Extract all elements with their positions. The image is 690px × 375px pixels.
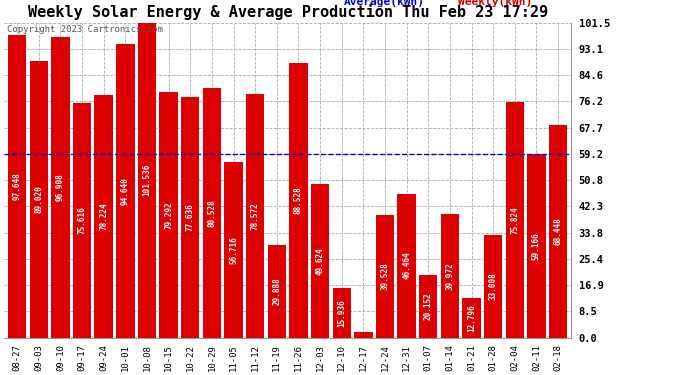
Text: 88.528: 88.528	[294, 186, 303, 214]
Bar	[268, 245, 286, 338]
Bar	[246, 94, 264, 338]
Bar	[419, 275, 437, 338]
Bar	[549, 125, 567, 338]
Bar	[333, 288, 351, 338]
Text: 80.528: 80.528	[208, 199, 217, 226]
Bar	[506, 102, 524, 338]
Bar	[376, 215, 394, 338]
Bar	[51, 37, 70, 338]
Bar	[73, 103, 91, 338]
Text: 56.716: 56.716	[229, 236, 238, 264]
Bar	[159, 92, 178, 338]
Text: 49.624: 49.624	[315, 247, 324, 274]
Text: 29.888: 29.888	[273, 278, 282, 305]
Bar	[8, 34, 26, 338]
Text: 33.008: 33.008	[489, 273, 497, 300]
Text: 101.536: 101.536	[142, 164, 152, 196]
Bar	[354, 332, 373, 338]
Text: 39.528: 39.528	[380, 262, 389, 290]
Text: 94.640: 94.640	[121, 177, 130, 205]
Text: 20.152: 20.152	[424, 292, 433, 320]
Text: Average(kWh): Average(kWh)	[344, 0, 425, 8]
Text: 39.972: 39.972	[445, 262, 455, 290]
Text: 96.908: 96.908	[56, 174, 65, 201]
Bar	[30, 62, 48, 338]
Title: Weekly Solar Energy & Average Production Thu Feb 23 17:29: Weekly Solar Energy & Average Production…	[28, 4, 548, 20]
Text: 68.448: 68.448	[553, 217, 562, 245]
Bar	[181, 97, 199, 338]
Text: 75.824: 75.824	[511, 206, 520, 234]
Text: 78.224: 78.224	[99, 202, 108, 230]
Bar	[203, 88, 221, 338]
Text: 46.464: 46.464	[402, 252, 411, 279]
Bar	[95, 95, 113, 338]
Bar	[527, 154, 546, 338]
Bar	[116, 44, 135, 338]
Bar	[138, 22, 156, 338]
Bar	[484, 235, 502, 338]
Text: Weekly(kWh): Weekly(kWh)	[457, 0, 532, 8]
Bar	[311, 184, 329, 338]
Text: 89.020: 89.020	[34, 186, 43, 213]
Text: 97.648: 97.648	[12, 172, 21, 200]
Text: 77.636: 77.636	[186, 203, 195, 231]
Bar	[462, 298, 481, 338]
Text: 79.292: 79.292	[164, 201, 173, 228]
Bar	[224, 162, 243, 338]
Bar	[441, 214, 459, 338]
Bar	[397, 194, 416, 338]
Text: 59.166: 59.166	[532, 232, 541, 260]
Text: 12.796: 12.796	[467, 304, 476, 332]
Text: 78.572: 78.572	[250, 202, 259, 229]
Text: 75.616: 75.616	[77, 207, 86, 234]
Text: Copyright 2023 Cartronics.com: Copyright 2023 Cartronics.com	[7, 25, 163, 34]
Bar	[289, 63, 308, 338]
Text: 15.936: 15.936	[337, 299, 346, 327]
